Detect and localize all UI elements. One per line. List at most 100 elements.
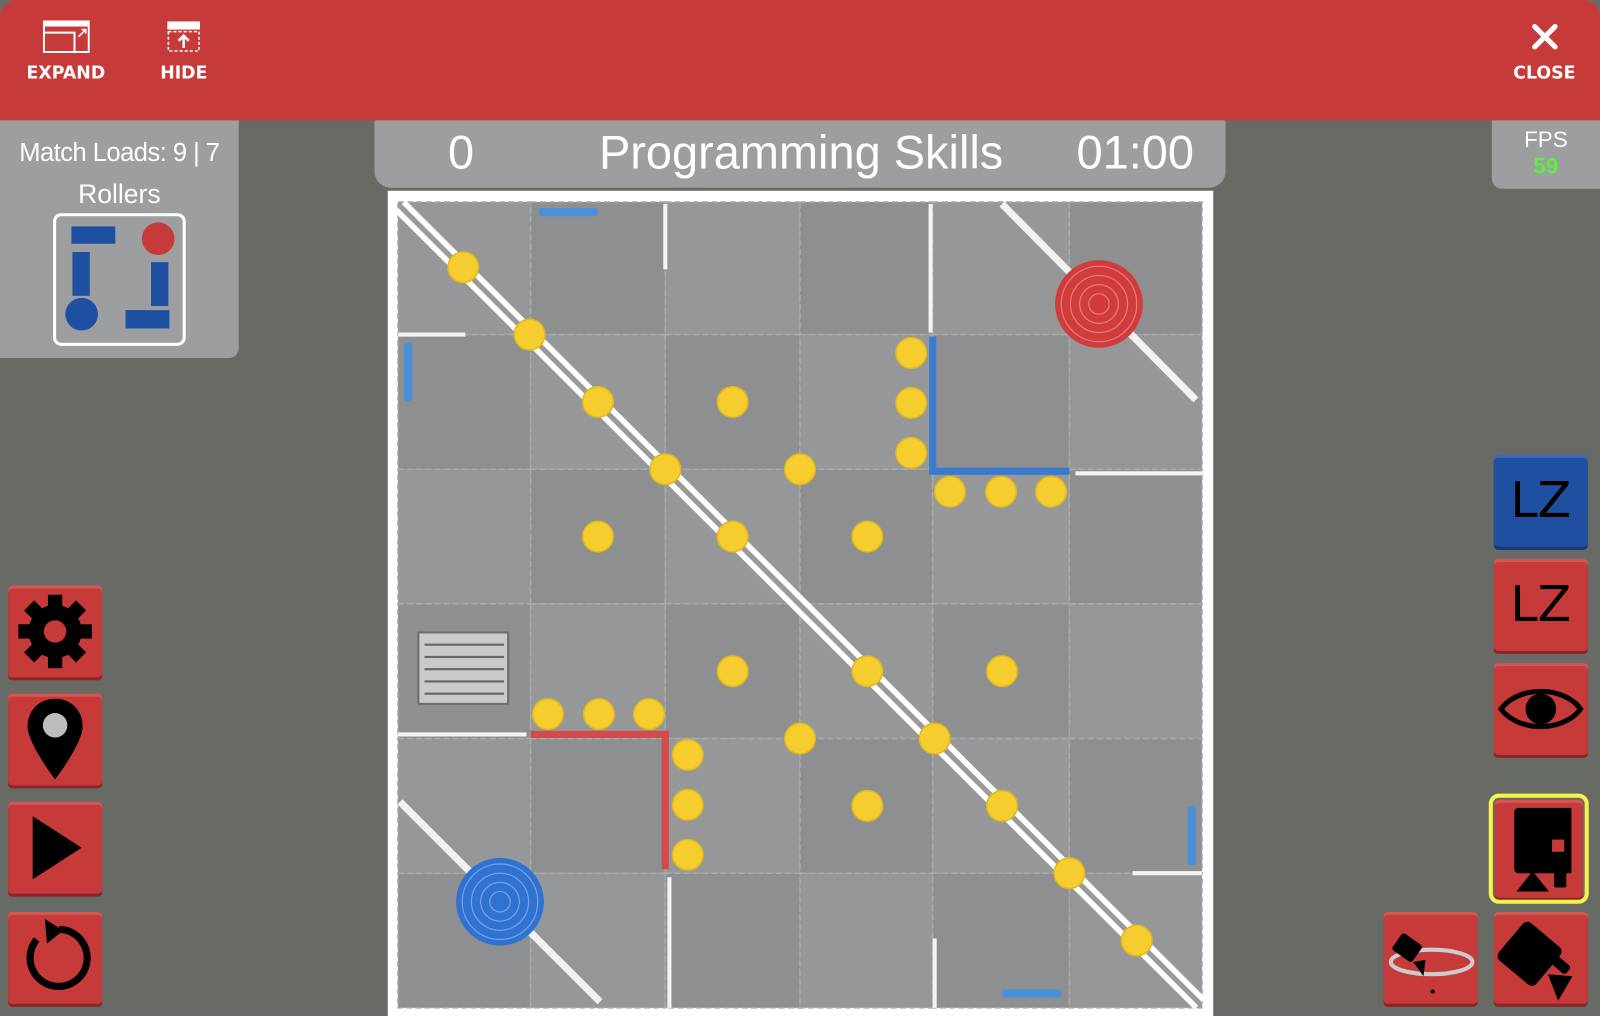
- status-panel: Match Loads: 9 | 7 Rollers: [0, 120, 239, 359]
- disc: [671, 838, 704, 871]
- mode-title: Programming Skills: [598, 125, 1004, 179]
- field-tile: [931, 872, 1071, 1009]
- disc: [716, 385, 749, 418]
- disc: [895, 436, 928, 469]
- reset-icon: [26, 919, 91, 990]
- robot-camera-button[interactable]: [1488, 793, 1589, 904]
- blue-high-goal-ring: [489, 890, 511, 913]
- field-tile: [931, 201, 1071, 336]
- orbit-camera-icon: [1388, 933, 1475, 994]
- disc: [1034, 475, 1068, 508]
- red-high-goal-ring: [1078, 283, 1119, 324]
- roller: [1187, 805, 1196, 866]
- settings-button[interactable]: [8, 585, 103, 678]
- field-tile: [799, 872, 934, 1009]
- disc: [447, 251, 480, 284]
- disc: [851, 789, 884, 822]
- field-tile: [1068, 737, 1203, 874]
- score-value: 0: [447, 125, 475, 179]
- disc: [513, 318, 546, 351]
- disc: [581, 385, 615, 418]
- play-button[interactable]: [8, 801, 103, 894]
- disc: [895, 336, 928, 370]
- disc: [851, 520, 884, 553]
- field-tile: [664, 872, 801, 1009]
- orbit-camera-button[interactable]: [1383, 911, 1478, 1004]
- disc: [531, 698, 565, 731]
- follow-camera-icon: [1497, 921, 1573, 1001]
- robot-camera-icon: [1514, 807, 1572, 892]
- field-tile: [397, 468, 532, 605]
- roller: [404, 342, 413, 402]
- location-button[interactable]: [8, 693, 103, 786]
- blue-high-goal-ring: [470, 872, 530, 931]
- red-high-goal-ring: [1060, 265, 1138, 343]
- field-tile: [1068, 333, 1203, 471]
- disc: [632, 698, 666, 731]
- reset-button[interactable]: [8, 911, 103, 1004]
- view-button[interactable]: [1493, 663, 1588, 755]
- eye-icon: [1497, 688, 1584, 729]
- disc: [1053, 857, 1086, 890]
- roller-top-left: [71, 226, 116, 244]
- red-low-goal: [530, 730, 669, 870]
- top-toolbar: EXPAND HIDE CLOSE: [0, 0, 1600, 121]
- disc: [783, 453, 817, 486]
- disc: [582, 698, 616, 731]
- roller: [1002, 989, 1062, 998]
- disc: [581, 520, 615, 553]
- blue-high-goal-ring: [479, 881, 520, 922]
- location-pin-icon: [27, 698, 83, 780]
- roller-bottom-left: [65, 297, 98, 331]
- hide-label: HIDE: [160, 63, 208, 84]
- field-tile: [664, 201, 801, 336]
- expand-button[interactable]: EXPAND: [26, 20, 106, 84]
- field-tile: [529, 201, 667, 336]
- disc: [933, 475, 967, 508]
- red-high-goal-ring: [1069, 274, 1129, 334]
- timer: 01:00: [1076, 125, 1194, 179]
- red-high-goal: [1055, 260, 1143, 348]
- load-zone-blue-button[interactable]: LZ: [1493, 454, 1588, 547]
- blue-high-goal: [456, 857, 544, 946]
- field-tile: [1068, 603, 1203, 740]
- scoreboard: 0 Programming Skills 01:00: [374, 120, 1226, 188]
- hide-button[interactable]: HIDE: [160, 20, 208, 84]
- hide-icon: [167, 21, 201, 52]
- roller: [538, 208, 598, 217]
- match-loads-label: Match Loads: 9 | 7: [19, 138, 220, 168]
- field-tile: [529, 737, 667, 874]
- disc: [671, 738, 704, 771]
- field-tile: [1068, 468, 1203, 605]
- field-tile: [397, 333, 532, 471]
- expand-icon: [42, 20, 90, 54]
- expand-label: EXPAND: [26, 63, 106, 84]
- blue-high-goal-ring: [461, 863, 539, 941]
- field-tile: [799, 201, 934, 336]
- disc: [716, 520, 749, 553]
- field-tile: [397, 737, 532, 874]
- disc: [895, 386, 928, 420]
- roller-bottom-right: [125, 310, 170, 329]
- disc: [918, 722, 951, 755]
- field-tile: [529, 872, 667, 1009]
- close-label: CLOSE: [1513, 63, 1576, 84]
- fps-label: FPS: [1524, 126, 1568, 152]
- close-button[interactable]: CLOSE: [1513, 20, 1576, 84]
- follow-camera-button[interactable]: [1493, 911, 1588, 1004]
- fps-panel: FPS 59: [1491, 120, 1600, 189]
- disc: [851, 655, 884, 688]
- lz-blue-label: LZ: [1510, 472, 1572, 530]
- play-icon: [32, 816, 82, 880]
- red-high-goal-ring: [1088, 293, 1110, 315]
- load-zone-red-button[interactable]: LZ: [1493, 559, 1588, 651]
- roller-top-right: [141, 222, 175, 256]
- rollers-label: Rollers: [78, 178, 161, 210]
- disc: [671, 788, 704, 821]
- roller-right: [151, 262, 169, 307]
- disc: [985, 789, 1019, 822]
- field-tile: [931, 333, 1071, 471]
- disc: [1120, 924, 1153, 957]
- disc: [649, 453, 682, 486]
